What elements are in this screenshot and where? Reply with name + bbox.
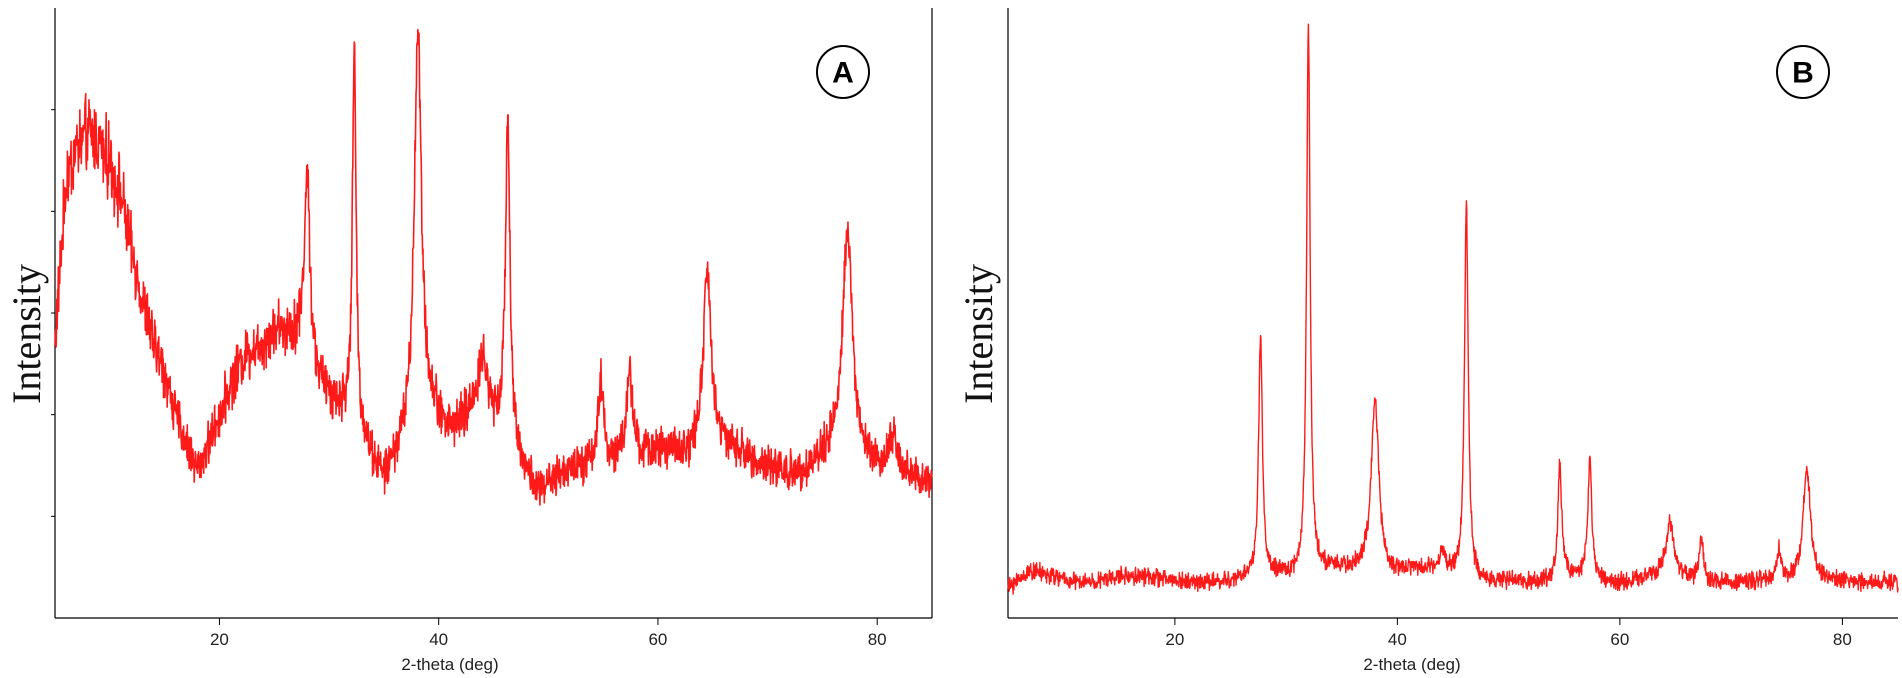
x-tick-label: 40 xyxy=(1388,630,1407,649)
panel-label: B xyxy=(1792,57,1814,90)
x-axis-label: 2-theta (deg) xyxy=(1363,655,1460,674)
x-axis-label: 2-theta (deg) xyxy=(401,655,498,674)
x-ticks: 20 40 60 80 xyxy=(1165,618,1852,649)
x-tick-label: 20 xyxy=(210,630,229,649)
chart-panel-b: 20 40 60 80 2-theta (deg) Intensity B xyxy=(956,8,1899,674)
x-tick-label: 60 xyxy=(1610,630,1629,649)
panel-label: A xyxy=(832,57,854,90)
panel-label-circle xyxy=(1776,45,1830,99)
y-axis-label: Intensity xyxy=(956,264,1001,404)
y-axis-label: Intensity xyxy=(4,264,49,404)
y-minor-ticks xyxy=(51,109,55,517)
x-ticks: 20 40 60 80 xyxy=(210,618,887,649)
panel-label-badge: A xyxy=(816,45,870,99)
chart-panel-a: 20 40 60 80 2-theta (deg) Intensity A xyxy=(4,8,933,674)
x-tick-label: 60 xyxy=(648,630,667,649)
series-line xyxy=(1007,23,1899,595)
x-tick-label: 80 xyxy=(868,630,887,649)
panel-label-circle xyxy=(816,45,870,99)
panel-label-badge: B xyxy=(1776,45,1830,99)
series-line xyxy=(54,28,933,506)
x-tick-label: 20 xyxy=(1165,630,1184,649)
x-tick-label: 80 xyxy=(1833,630,1852,649)
x-tick-label: 40 xyxy=(429,630,448,649)
